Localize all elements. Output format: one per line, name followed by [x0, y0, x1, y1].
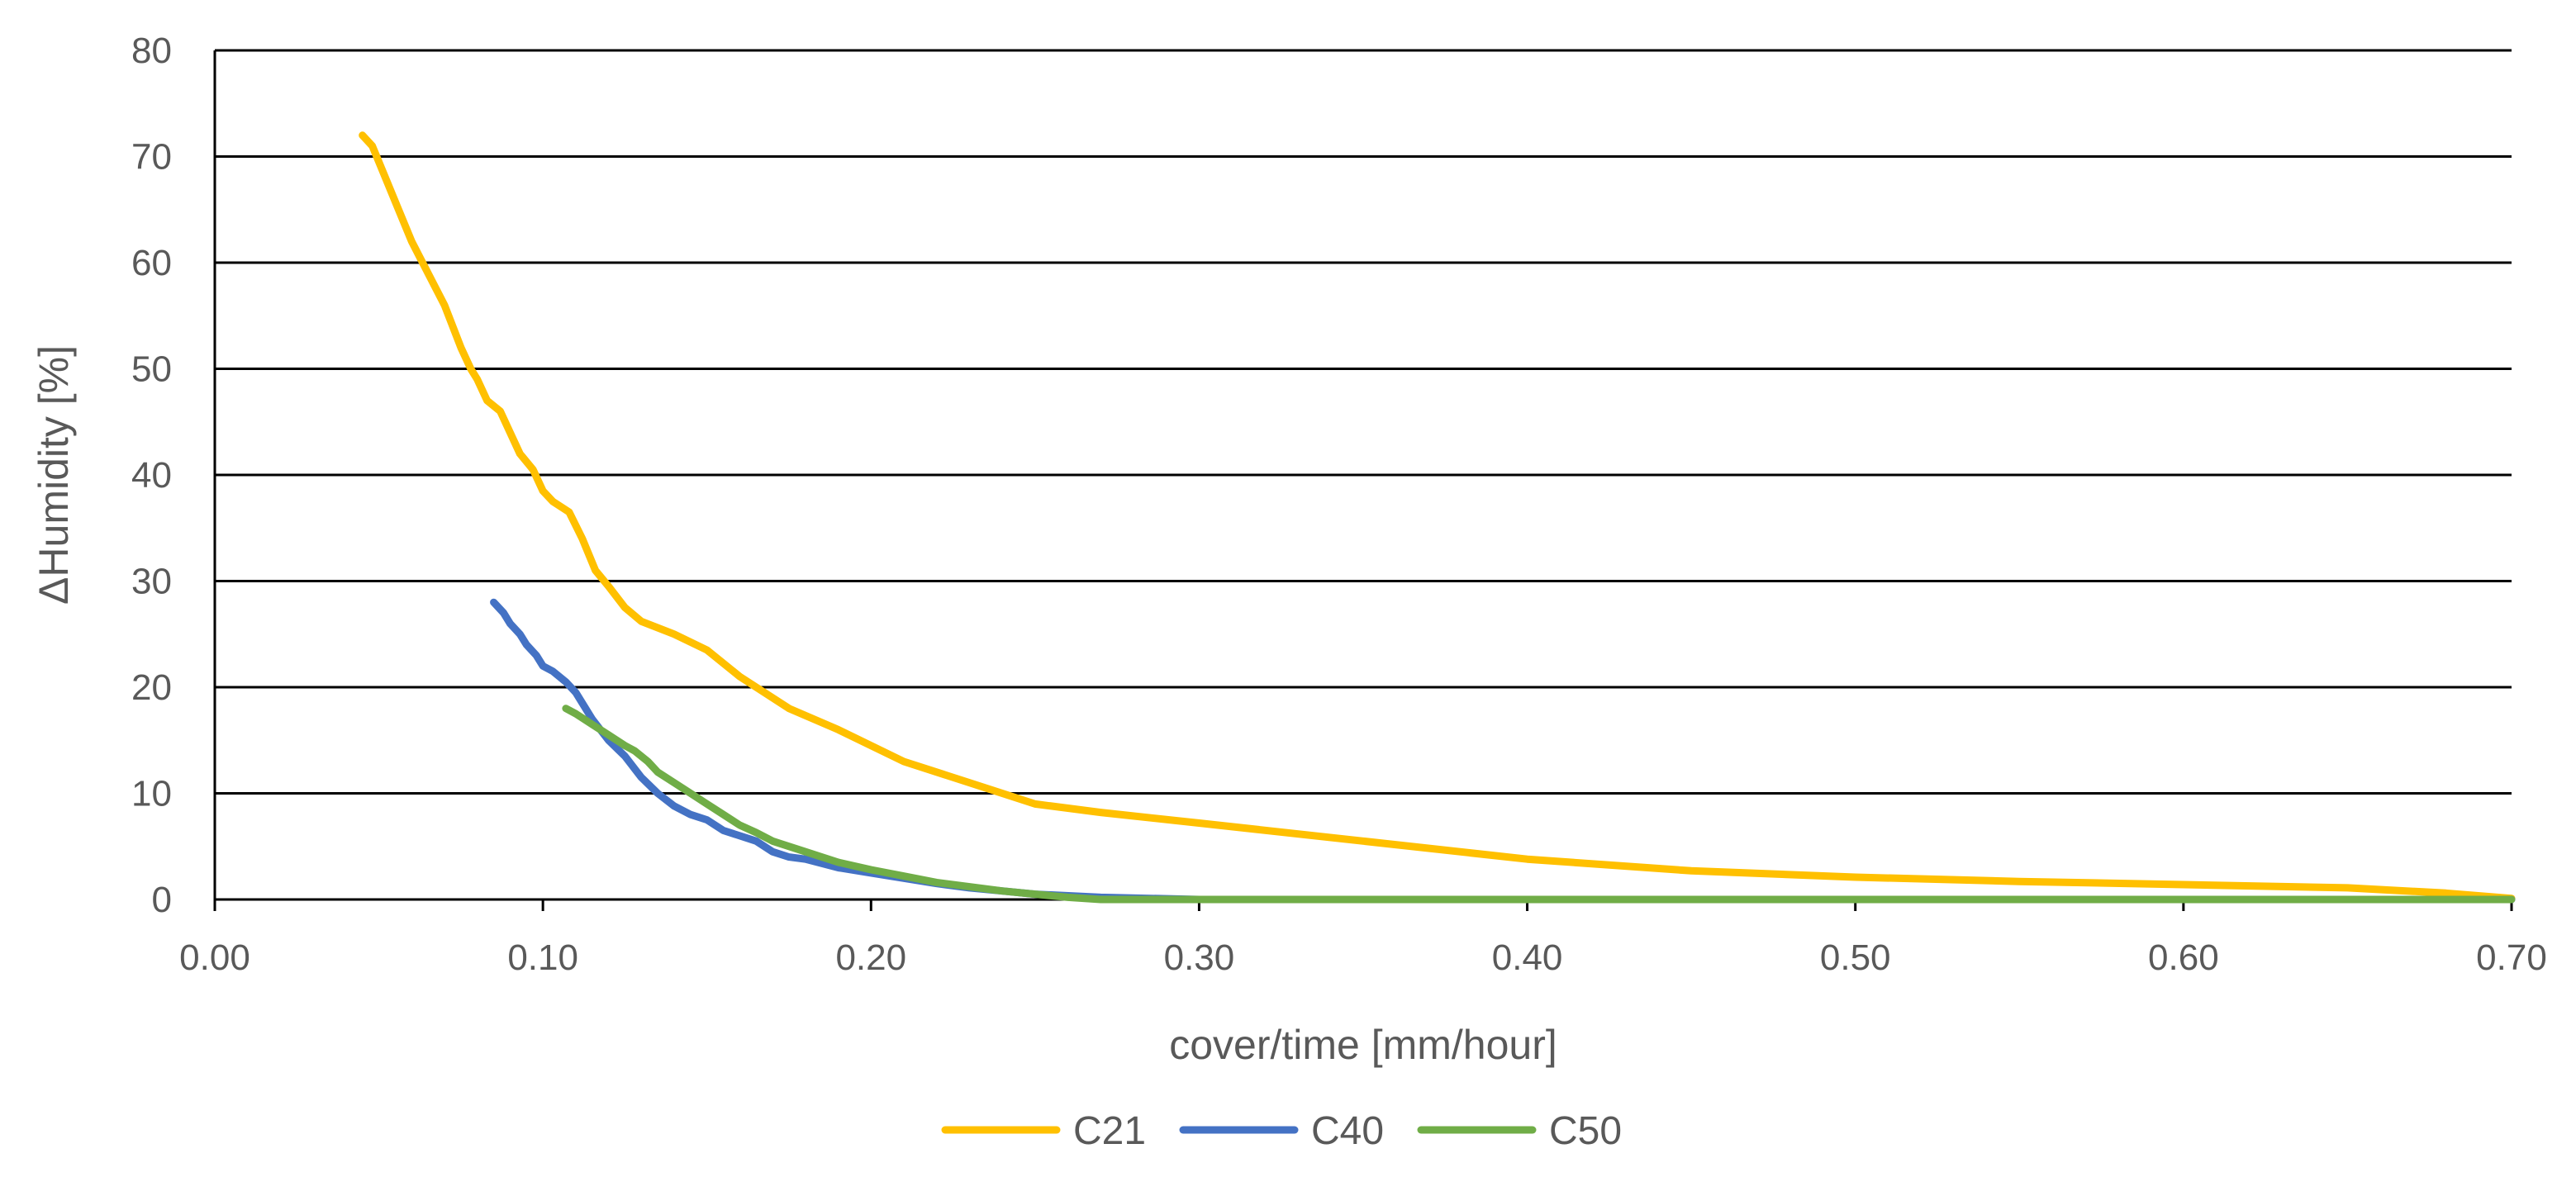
- legend: C21 C40 C50: [941, 1109, 1622, 1153]
- series-lines: [359, 131, 2516, 904]
- y-axis-title: ΔHumidity [%]: [31, 345, 77, 605]
- y-tick-label: 0: [152, 880, 172, 920]
- y-tick-label: 80: [131, 31, 172, 71]
- x-tick-label: 0.20: [835, 937, 906, 978]
- x-tick-labels: 0.00 0.10 0.20 0.30 0.40 0.50 0.60 0.70: [179, 937, 2547, 978]
- x-tick-label: 0.00: [179, 937, 250, 978]
- y-tick-label: 50: [131, 349, 172, 390]
- y-tick-labels: 0 10 20 30 40 50 60 70 80: [131, 31, 172, 920]
- y-tick-label: 20: [131, 667, 172, 708]
- legend-label-c21: C21: [1073, 1109, 1146, 1153]
- x-tick-label: 0.10: [507, 937, 578, 978]
- y-tick-label: 10: [131, 774, 172, 814]
- y-tick-label: 60: [131, 243, 172, 283]
- y-tick-label: 30: [131, 562, 172, 602]
- y-tick-label: 40: [131, 455, 172, 496]
- series-line-c21: [359, 131, 2516, 903]
- y-tick-label: 70: [131, 137, 172, 178]
- legend-label-c40: C40: [1311, 1109, 1384, 1153]
- series-line-c50: [562, 705, 2516, 904]
- x-tick-label: 0.30: [1164, 937, 1235, 978]
- x-tick-label: 0.40: [1492, 937, 1563, 978]
- x-tick-label: 0.50: [1820, 937, 1891, 978]
- x-tick-label: 0.60: [2148, 937, 2219, 978]
- legend-label-c50: C50: [1549, 1109, 1622, 1153]
- x-axis-title: cover/time [mm/hour]: [1169, 1022, 1557, 1068]
- gridlines: [213, 49, 2513, 911]
- x-tick-label: 0.70: [2476, 937, 2547, 978]
